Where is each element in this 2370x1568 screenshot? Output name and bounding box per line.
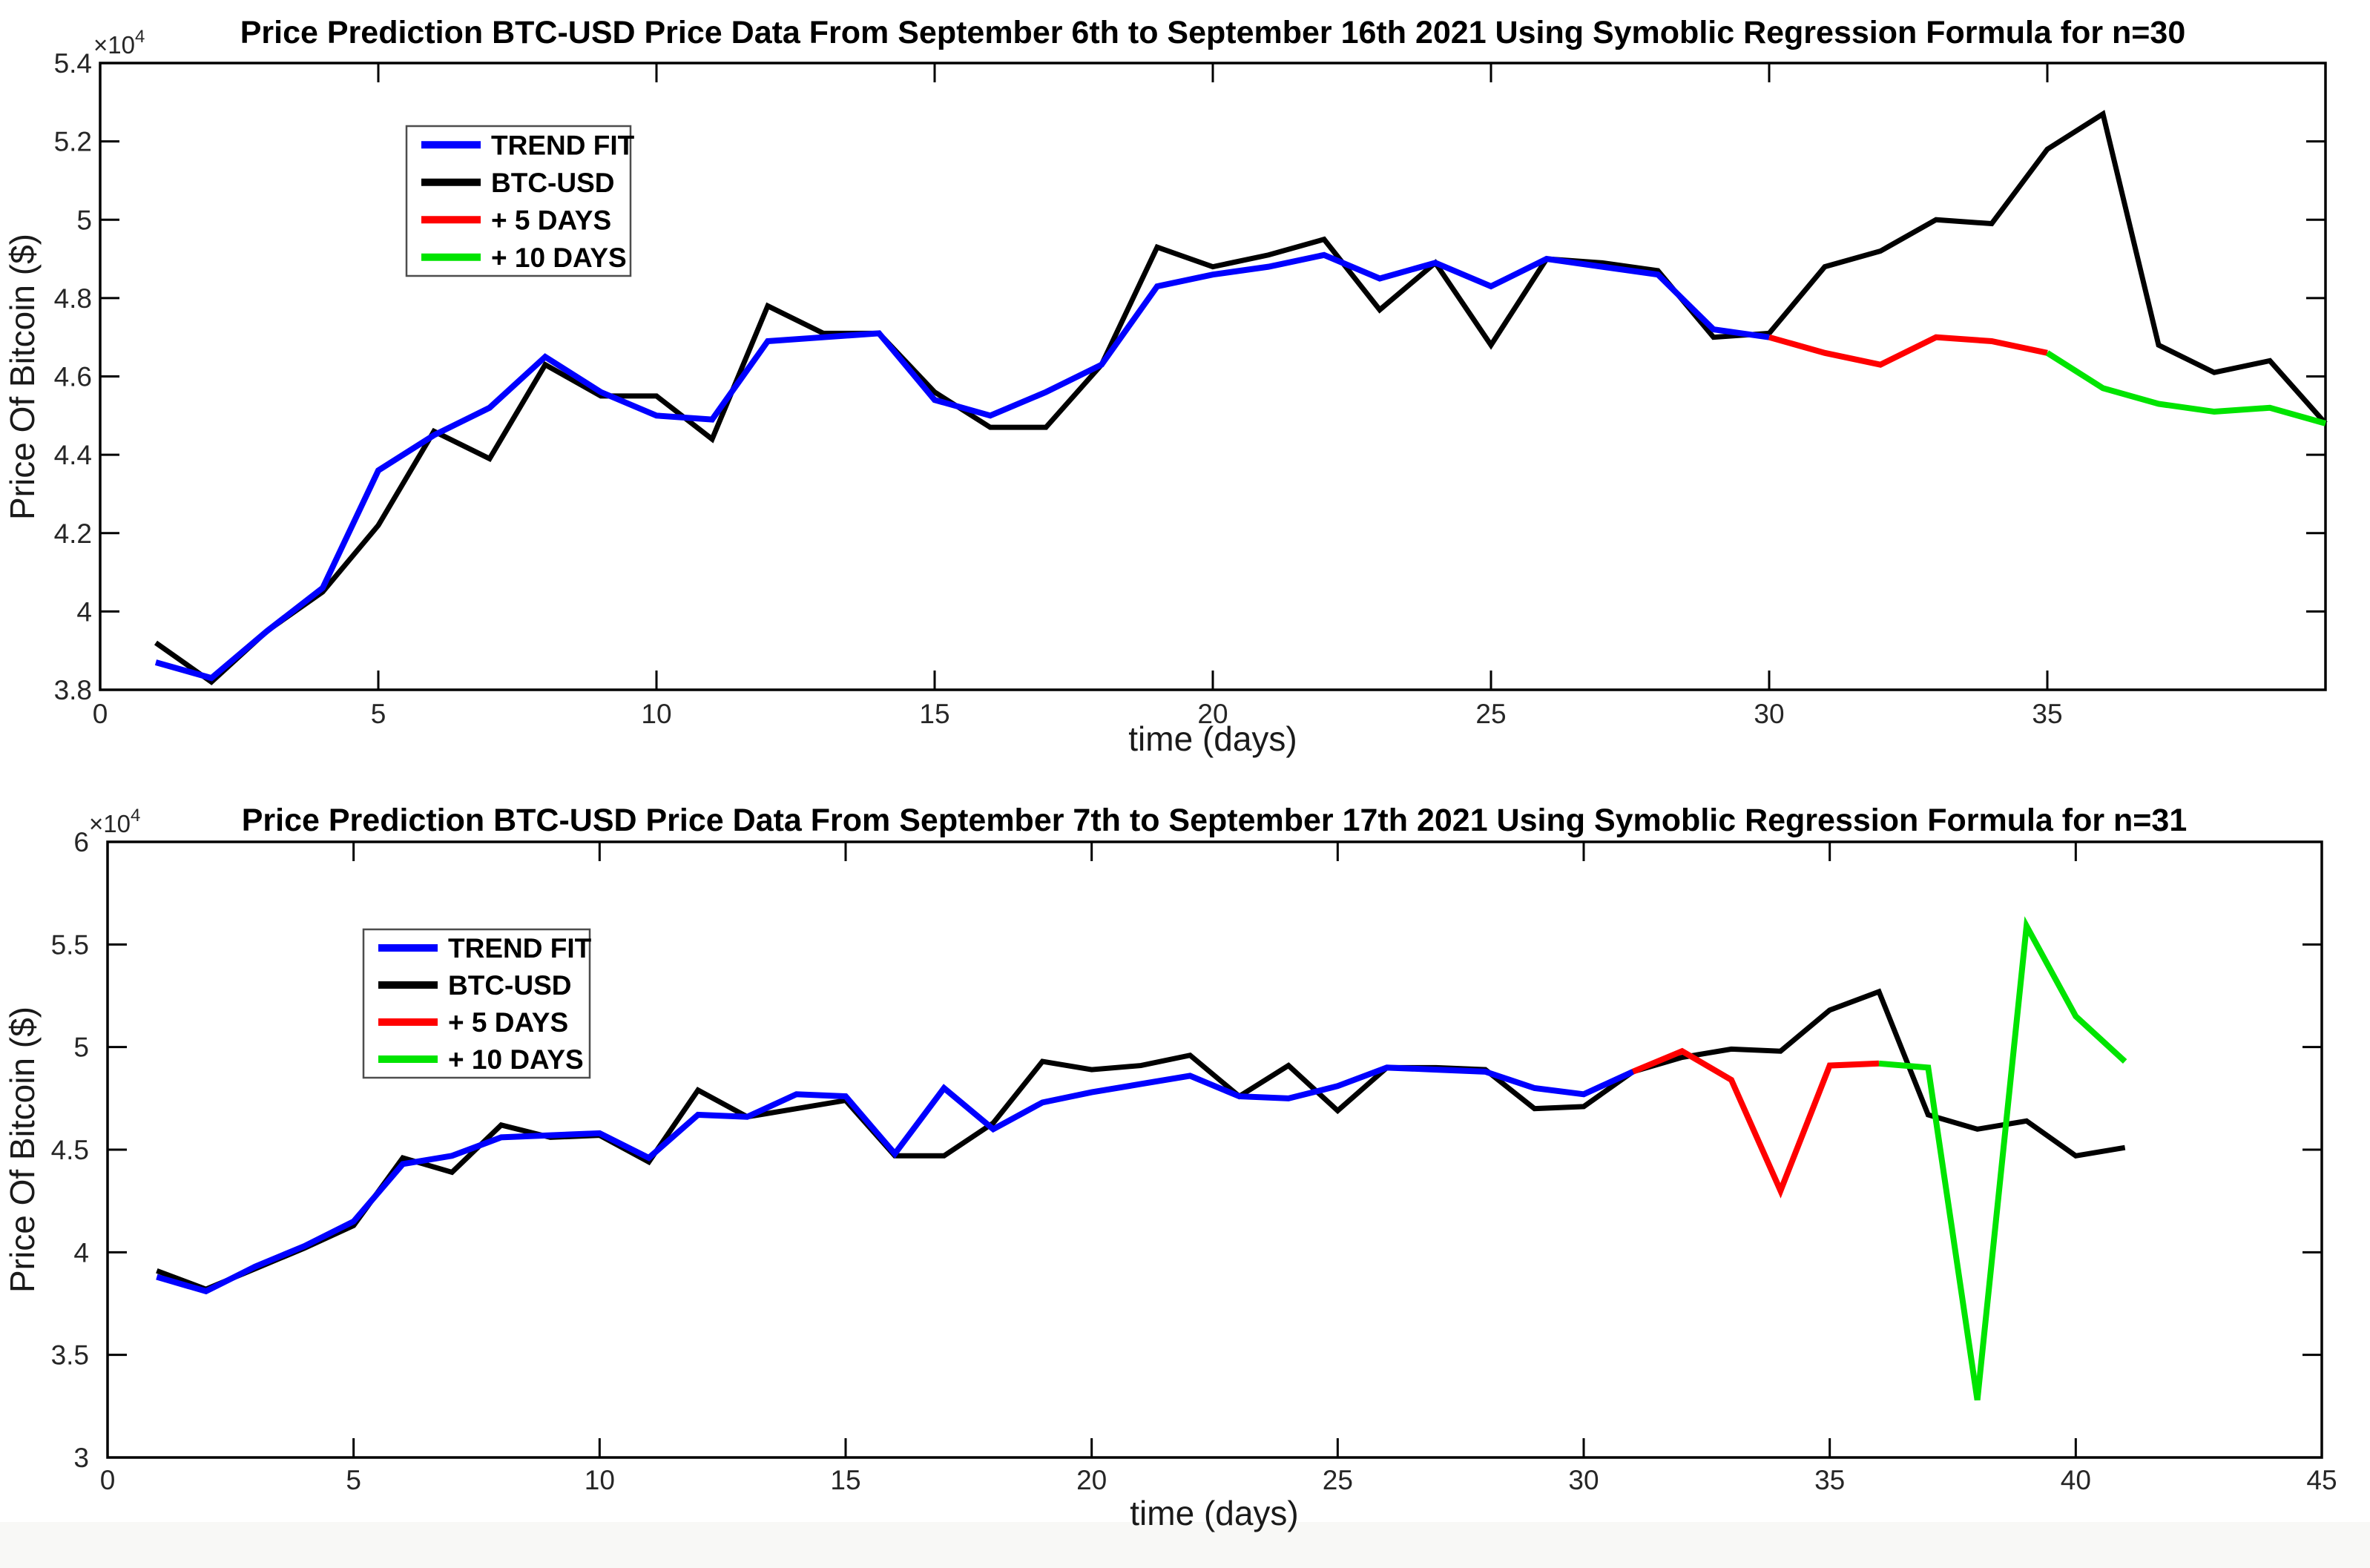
bottom-y-axis-label: Price Of Bitcoin ($) (3, 1007, 42, 1293)
top-y-axis-label: Price Of Bitcoin ($) (3, 234, 42, 520)
legend-label: + 10 DAYS (491, 243, 627, 273)
y-tick-label: 4.5 (51, 1135, 89, 1165)
10-days-line (2045, 350, 2327, 426)
trend-fit-line (156, 1064, 1635, 1295)
y-tick-label: 4.2 (54, 518, 92, 549)
y-tick-label: 5.5 (51, 929, 89, 960)
top-y-exponent: ×104 (93, 27, 145, 59)
5-days-line (1768, 334, 2048, 368)
legend-label: + 5 DAYS (491, 205, 611, 235)
bottom-y-exponent: ×104 (89, 806, 140, 837)
x-tick-label: 25 (1323, 1465, 1353, 1495)
x-tick-label: 10 (641, 699, 671, 729)
y-tick-label: 4.6 (54, 362, 92, 392)
x-tick-label: 35 (2032, 699, 2062, 729)
top-legend: TREND FIT BTC-USD + 5 DAYS + 10 DAYS (405, 125, 635, 277)
legend-label: TREND FIT (448, 933, 592, 963)
x-tick-label: 20 (1076, 1465, 1107, 1495)
y-tick-label: 3.8 (54, 675, 92, 705)
x-tick-label: 30 (1754, 699, 1784, 729)
x-tick-label: 20 (1197, 699, 1228, 729)
btc-usd-line (154, 110, 2328, 685)
legend-label: + 5 DAYS (448, 1007, 568, 1038)
x-tick-label: 5 (346, 1465, 361, 1495)
x-tick-label: 0 (100, 1465, 116, 1495)
top-chart-title: Price Prediction BTC-USD Price Data From… (240, 15, 2186, 50)
footer-strip (0, 1522, 2370, 1568)
bottom-legend: TREND FIT BTC-USD + 5 DAYS + 10 DAYS (362, 928, 592, 1079)
x-tick-label: 15 (830, 1465, 860, 1495)
y-tick-label: 6 (73, 827, 89, 857)
legend-box (362, 928, 591, 1079)
legend-label: BTC-USD (491, 168, 614, 198)
5-days-line (1631, 1047, 1880, 1199)
top-chart: Price Prediction BTC-USD Price Data From… (3, 15, 2328, 758)
top-x-axis-label: time (days) (1128, 719, 1297, 758)
bottom-chart: Price Prediction BTC-USD Price Data From… (3, 803, 2337, 1532)
y-tick-label: 4 (73, 1237, 89, 1268)
y-tick-label: 3 (73, 1443, 89, 1473)
x-tick-label: 10 (585, 1465, 615, 1495)
y-tick-label: 4 (76, 596, 92, 627)
bottom-plot-area: 0 5 10 15 20 25 30 35 40 45 3 3.5 4 4.5 5 5.5 6 (51, 827, 2337, 1495)
x-tick-label: 35 (1814, 1465, 1845, 1495)
bottom-x-axis-label: time (days) (1130, 1494, 1298, 1532)
y-tick-label: 5 (73, 1032, 89, 1063)
y-tick-label: 4.8 (54, 283, 92, 314)
y-tick-label: 3.5 (51, 1340, 89, 1371)
y-tick-label: 5.2 (54, 127, 92, 157)
y-tick-label: 5.4 (54, 48, 92, 79)
y-tick-label: 4.4 (54, 440, 92, 470)
x-tick-label: 15 (919, 699, 949, 729)
legend-label: + 10 DAYS (448, 1044, 584, 1075)
legend-label: BTC-USD (448, 970, 571, 1001)
x-tick-label: 5 (371, 699, 386, 729)
legend-label: TREND FIT (491, 130, 635, 160)
x-tick-label: 40 (2061, 1465, 2091, 1495)
y-tick-label: 5 (76, 205, 92, 235)
x-tick-label: 0 (93, 699, 108, 729)
x-tick-label: 45 (2306, 1465, 2337, 1495)
legend-box (405, 125, 632, 277)
top-plot-area: 0 5 10 15 20 25 30 35 3.8 4 4.2 4.4 4.6 4.8 5 5.2 5.4 (54, 48, 2328, 729)
x-tick-label: 25 (1475, 699, 1506, 729)
trend-fit-line (154, 251, 1770, 682)
bottom-chart-title: Price Prediction BTC-USD Price Data From… (242, 803, 2188, 838)
10-days-line (1878, 916, 2127, 1401)
x-tick-label: 30 (1568, 1465, 1599, 1495)
